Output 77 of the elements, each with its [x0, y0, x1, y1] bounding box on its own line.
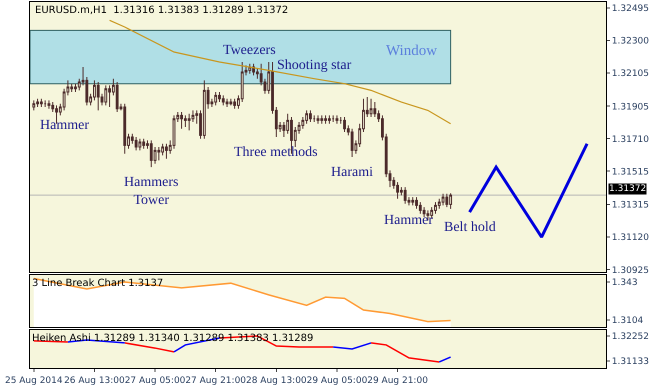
- y-tick-label: 1.31515: [612, 167, 650, 178]
- candlestick: [229, 98, 232, 106]
- candlestick: [370, 98, 372, 118]
- y-tick-label: 1.32105: [612, 69, 650, 80]
- candlestick: [411, 196, 414, 206]
- candlestick: [116, 82, 119, 113]
- y-tick-label: 1.31120: [612, 233, 650, 244]
- candlestick: [320, 114, 324, 124]
- y-tick-label: 1.31315: [612, 200, 650, 211]
- x-tick-label: 29 Aug 21:00: [367, 376, 428, 386]
- annotation: Belt hold: [444, 220, 496, 235]
- candlestick: [142, 138, 146, 150]
- candlestick: [316, 114, 320, 124]
- annotation: Three methods: [234, 145, 318, 160]
- candlestick: [442, 193, 444, 206]
- candlestick: [336, 114, 338, 124]
- y-tick-label: 1.32252: [612, 332, 650, 342]
- y-tick-label: 1.32495: [612, 4, 650, 14]
- annotation: Harami: [331, 165, 374, 180]
- y-tick-label: 1.31710: [612, 134, 650, 145]
- y-tick-label: 1.32300: [612, 36, 650, 46]
- y-tick-label: 1.31905: [612, 102, 650, 112]
- y-tick-label: 1.30925: [612, 266, 650, 276]
- line-series: [468, 142, 589, 239]
- candlestick: [150, 140, 153, 168]
- candlestick: [96, 82, 100, 111]
- candlestick: [44, 100, 47, 108]
- candlestick: [373, 102, 376, 118]
- candlestick: [218, 92, 221, 103]
- candlestick: [70, 83, 74, 93]
- candlestick: [48, 100, 50, 110]
- x-tick-label: 25 Aug 2014: [4, 376, 63, 386]
- candlestick: [184, 114, 187, 128]
- candlestick: [343, 116, 346, 133]
- candlestick: [226, 98, 228, 108]
- annotation: Shooting star: [277, 58, 352, 73]
- x-tick-label: 29 Aug 05:00: [306, 376, 368, 386]
- candlestick: [188, 113, 191, 131]
- candlestick: [445, 193, 448, 208]
- candlestick: [404, 186, 407, 204]
- candlestick: [308, 110, 312, 123]
- candlestick: [312, 114, 316, 123]
- y-tick-label: 1.343: [612, 278, 638, 288]
- candlestick: [104, 84, 108, 106]
- annotation: Hammer: [384, 213, 434, 228]
- candlestick: [332, 114, 335, 123]
- y-tick-label: 1.3104: [612, 316, 644, 326]
- candlestick: [123, 103, 126, 154]
- candlestick: [324, 114, 328, 124]
- x-tick-label: 26 Aug 13:00: [64, 376, 126, 386]
- x-tick-label: 27 Aug 21:00: [185, 376, 246, 386]
- candlestick: [40, 98, 43, 108]
- candlestick: [164, 143, 168, 160]
- candlestick: [202, 80, 206, 140]
- chart-title: EURUSD.m,H1 1.31316 1.31383 1.31289 1.31372: [35, 5, 288, 16]
- y-tick-label: 1.31133: [612, 357, 650, 368]
- candlestick: [36, 98, 40, 108]
- band-label: Window: [386, 43, 438, 59]
- candlestick: [233, 98, 236, 110]
- ref-line-label: 1.31372: [609, 184, 646, 194]
- line-series: [108, 20, 452, 124]
- candlestick: [214, 92, 218, 106]
- candlestick: [172, 114, 176, 150]
- candlestick: [305, 110, 308, 124]
- candlestick: [350, 128, 354, 158]
- candlestick: [138, 138, 142, 151]
- candlestick: [449, 192, 452, 210]
- annotation: Tweezers: [223, 43, 276, 58]
- annotation: Hammer: [40, 118, 90, 133]
- x-tick-label: 27 Aug 05:00: [124, 376, 186, 386]
- x-tick-label: 28 Aug 13:00: [246, 376, 307, 386]
- candlestick: [222, 94, 225, 106]
- candlestick: [157, 146, 160, 161]
- annotation: Hammers Tower: [124, 175, 178, 208]
- candlestick: [328, 114, 331, 124]
- candlestick: [180, 112, 184, 130]
- candlestick: [134, 136, 138, 151]
